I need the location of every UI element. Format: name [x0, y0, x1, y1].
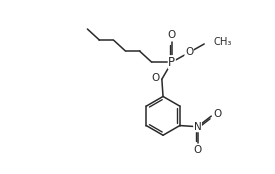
Text: CH₃: CH₃ [213, 37, 232, 47]
Text: O: O [193, 145, 202, 155]
Text: O: O [168, 30, 176, 40]
Text: N: N [194, 122, 202, 132]
Text: P: P [168, 56, 175, 69]
Text: O: O [151, 73, 159, 83]
Text: O: O [213, 109, 221, 119]
Text: O: O [185, 47, 193, 57]
